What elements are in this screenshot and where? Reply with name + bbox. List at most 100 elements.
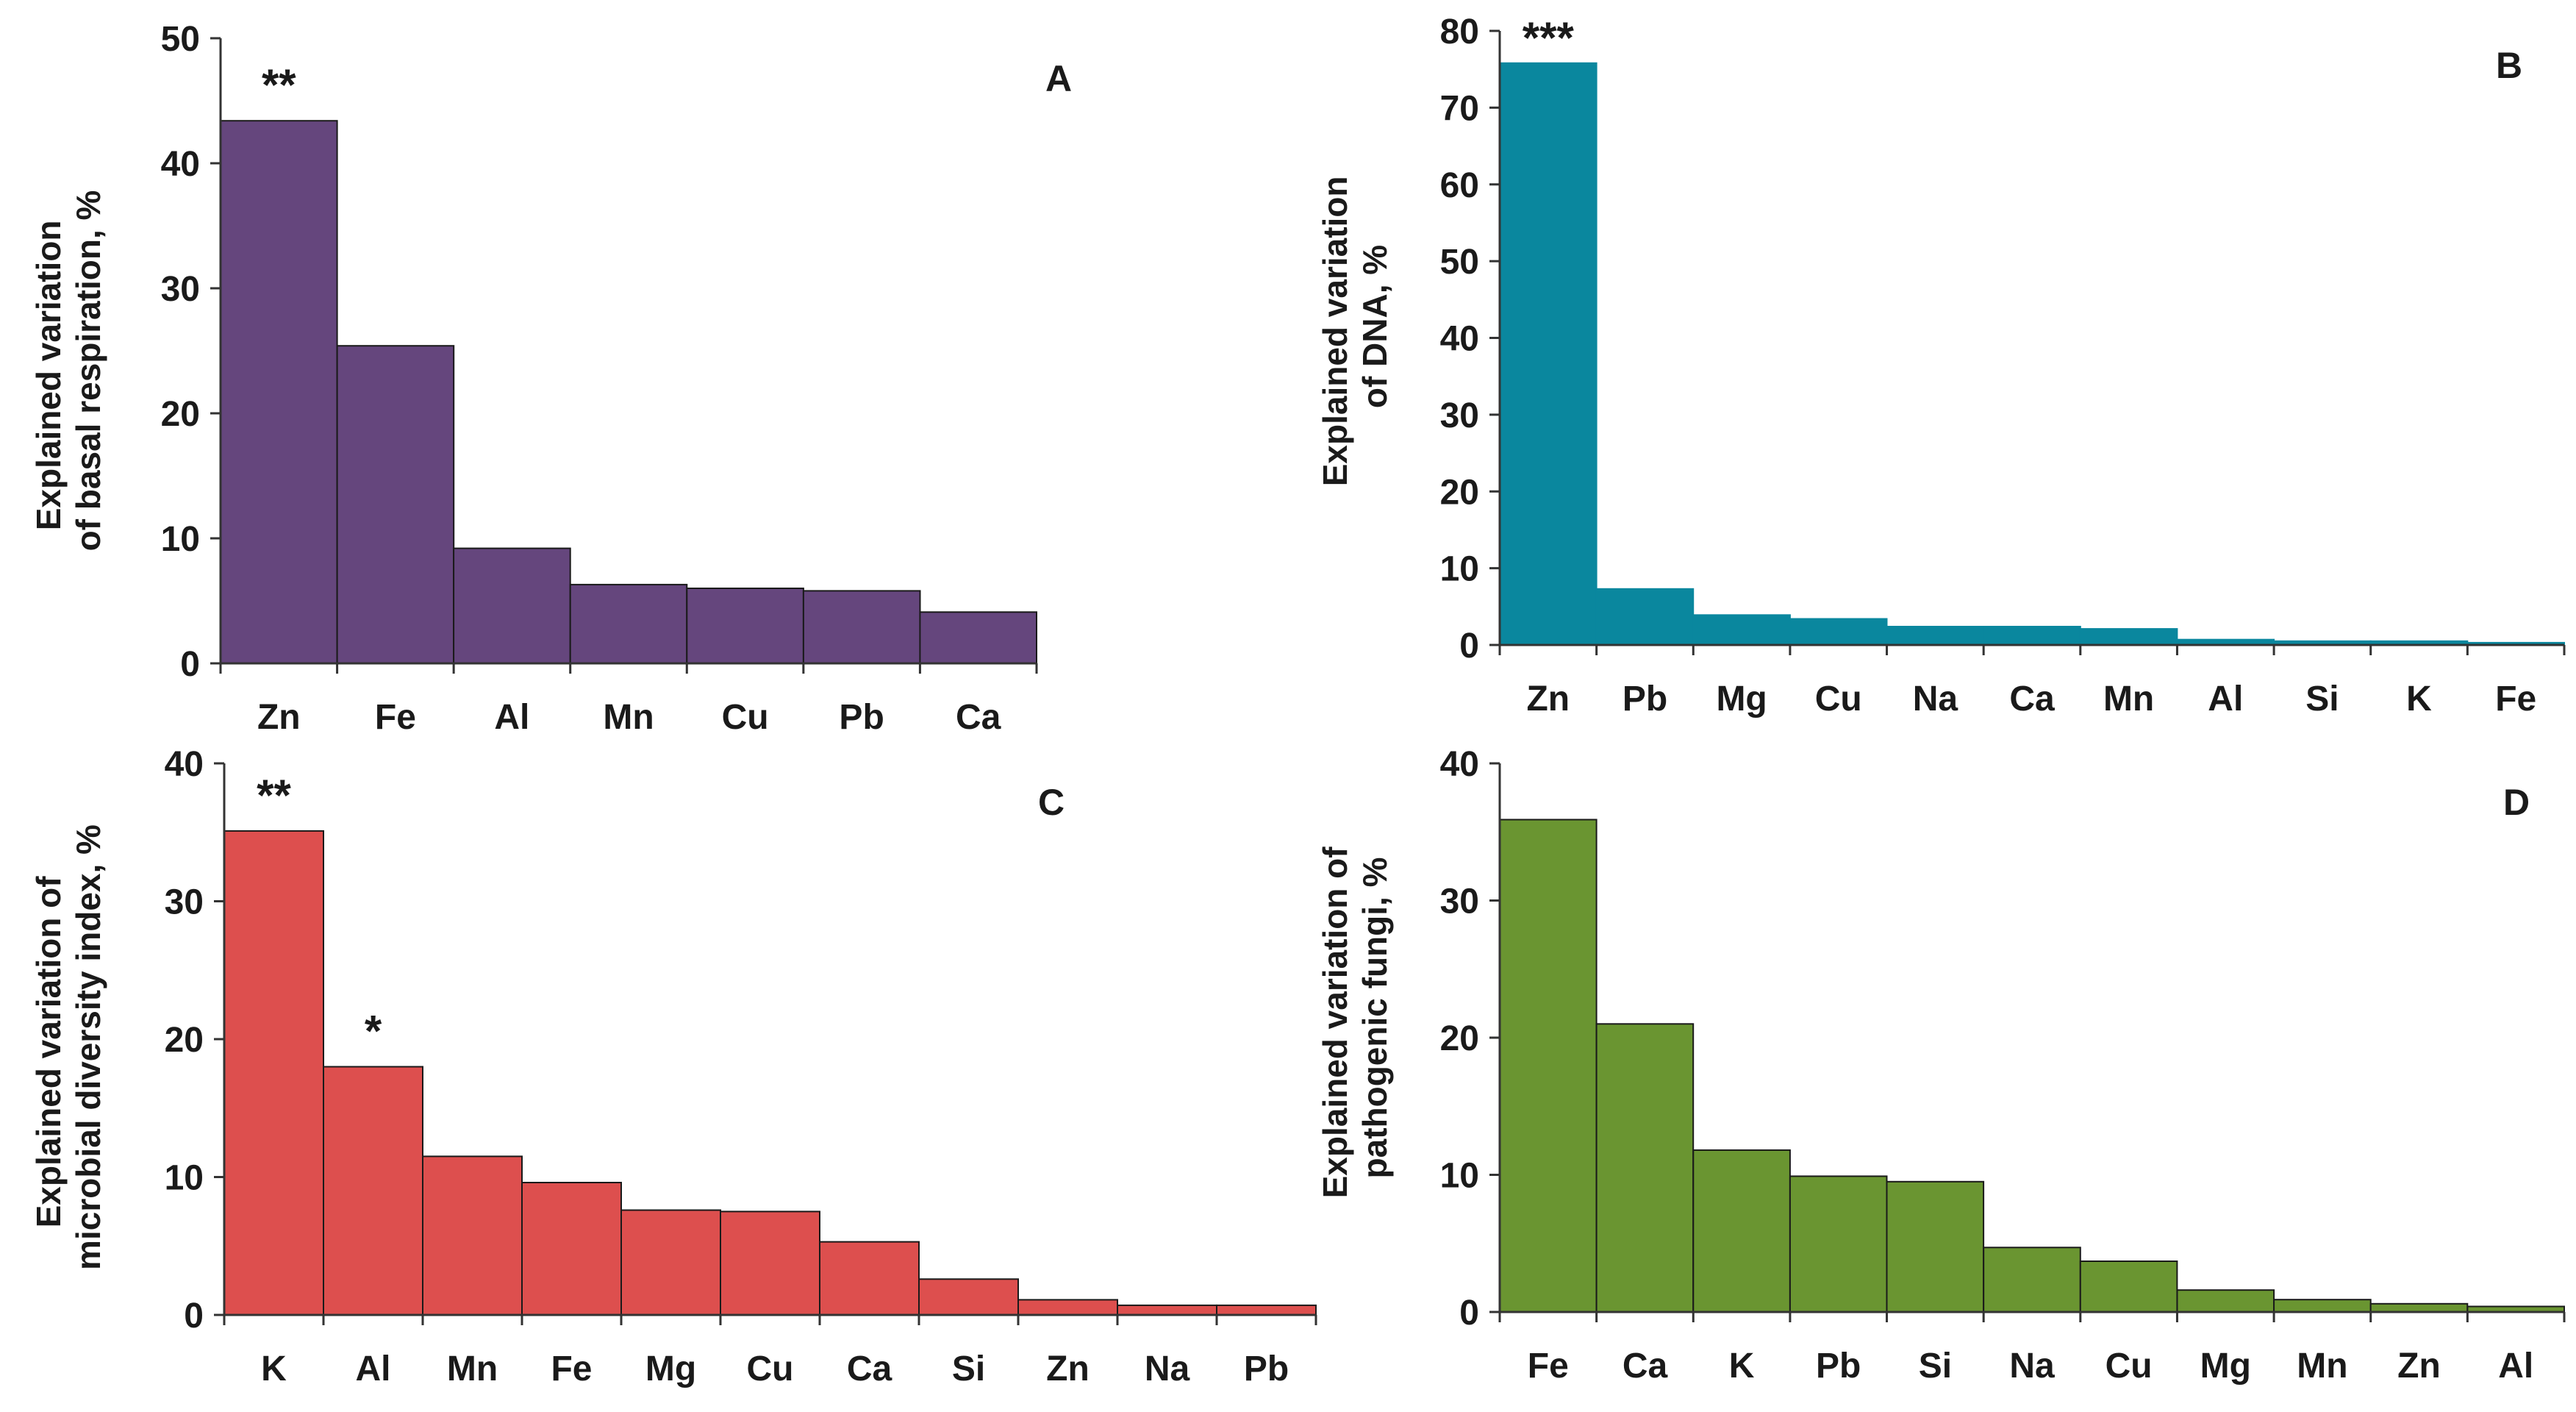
panel-c-xtick-label: K	[261, 1349, 287, 1388]
panel-d-bar-ca	[1595, 1023, 1695, 1313]
panel-c-ytick-label: 0	[184, 1297, 204, 1336]
panel-c-xtick-label: Cu	[747, 1349, 794, 1388]
panel-d-bar-k	[1692, 1149, 1791, 1313]
panel-b-ytick-label: 30	[1440, 396, 1479, 435]
panel-b-xtick-label: K	[2406, 680, 2432, 719]
panel-a-bar-mn	[569, 583, 688, 665]
panel-d-ylabel-line-1: Explained variation of	[1316, 846, 1354, 1199]
panel-a-xtick-label: Pb	[839, 698, 884, 737]
panel-a-xtick-label: Ca	[956, 698, 1001, 737]
panel-c-bar-mg	[620, 1209, 721, 1316]
panel-d-ylabel: Explained variation of pathogenic fungi,…	[1316, 838, 1394, 1199]
panel-d-bar-zn	[2369, 1302, 2469, 1313]
panel-a-significance-label: **	[262, 60, 296, 110]
panel-d-xtick-label: Al	[2498, 1347, 2533, 1386]
panel-a-letter: A	[1045, 58, 1072, 99]
panel-d-xtick-label: Fe	[1528, 1347, 1569, 1386]
panel-a-bar-zn	[220, 120, 338, 664]
panel-b-bar-mn	[2079, 628, 2178, 646]
panel-a-ylabel-line-2: of basal respiration, %	[69, 190, 107, 552]
panel-d-xtick-label: Si	[1919, 1347, 1952, 1386]
panel-b-xtick-label: Mg	[1716, 680, 1767, 719]
panel-a-ytick-label: 10	[161, 520, 200, 559]
panel-c-bar-ca	[819, 1241, 920, 1316]
panel-b-letter: B	[2496, 45, 2522, 86]
panel-b-bar-mg	[1692, 614, 1791, 646]
panel-b: Explained variation of DNA, % B 0 10 20 30 4…	[1316, 13, 2566, 719]
panel-b-bar-zn	[1499, 62, 1598, 646]
panel-b-xtick-label: Fe	[2495, 680, 2536, 719]
panel-c-ytick-label: 40	[165, 745, 204, 784]
panel-c-xtick-label: Mg	[645, 1349, 696, 1388]
panel-b-xtick-label: Cu	[1815, 680, 1862, 719]
panel-a-ytick-label: 50	[161, 20, 200, 59]
panel-c-xtick-label: Si	[952, 1349, 985, 1388]
panel-d-bar-mn	[2273, 1299, 2372, 1313]
panel-d-ytick-label: 0	[1459, 1294, 1479, 1333]
panel-c: Explained variation of microbial diversi…	[29, 745, 1317, 1388]
panel-b-ytick-label: 0	[1459, 627, 1479, 666]
panel-d: Explained variation of pathogenic fungi,…	[1316, 745, 2566, 1386]
panel-d-bar-na	[1983, 1247, 2081, 1313]
panel-b-ytick-label: 60	[1440, 166, 1479, 205]
panel-d-xtick-label: Cu	[2105, 1347, 2153, 1386]
panel-a-bar-fe	[336, 345, 455, 664]
panel-b-bar-ca	[1983, 626, 2081, 646]
panel-b-xtick-label: Pb	[1622, 680, 1667, 719]
panel-c-xtick-label: Zn	[1046, 1349, 1090, 1388]
panel-b-xtick-label: Zn	[1526, 680, 1570, 719]
panel-a-ytick-label: 20	[161, 395, 200, 434]
panel-c-bar-fe	[521, 1182, 622, 1316]
panel-d-bar-cu	[2079, 1261, 2178, 1313]
panel-c-bar-k	[223, 830, 324, 1316]
panel-d-ytick-label: 10	[1440, 1157, 1479, 1196]
panel-c-bar-pb	[1216, 1304, 1317, 1316]
panel-c-letter: C	[1038, 782, 1065, 823]
panel-b-ytick-label: 40	[1440, 320, 1479, 359]
panel-c-bar-mn	[422, 1155, 523, 1316]
panel-d-bar-mg	[2176, 1289, 2275, 1313]
panel-b-ytick-label: 50	[1440, 243, 1479, 282]
panel-d-xtick-label: Zn	[2397, 1347, 2441, 1386]
panel-c-ytick-label: 30	[165, 883, 204, 922]
panel-c-bar-na	[1117, 1304, 1217, 1316]
panel-a-plot: 0 10 20 30 40 50 Zn Fe Al Mn Cu Pb Ca **	[161, 20, 1038, 737]
panel-d-plot: 0 10 20 30 40 Fe Ca K Pb Si Na Cu Mg Mn Zn Al	[1440, 745, 2566, 1386]
panel-b-bar-na	[1886, 626, 1985, 646]
panel-d-bar-fe	[1499, 819, 1598, 1313]
panel-b-ytick-label: 10	[1440, 550, 1479, 589]
panel-c-xtick-label: Mn	[447, 1349, 498, 1388]
panel-b-xtick-label: Na	[1913, 680, 1958, 719]
panel-a-xtick-label: Mn	[603, 698, 654, 737]
panel-c-ylabel: Explained variation of microbial diversi…	[29, 824, 107, 1270]
panel-c-xtick-label: Ca	[847, 1349, 892, 1388]
panel-a-bar-cu	[686, 588, 804, 664]
panel-c-ytick-label: 20	[165, 1021, 204, 1060]
panel-d-xtick-label: Mg	[2200, 1347, 2251, 1386]
panel-d-ytick-label: 40	[1440, 745, 1479, 784]
panel-d-letter: D	[2503, 782, 2530, 823]
panel-c-bar-si	[918, 1278, 1019, 1316]
panel-c-significance-label: **	[257, 771, 291, 820]
panel-a-ylabel: Explained variation of basal respiration…	[29, 190, 107, 552]
panel-b-xtick-label: Mn	[2103, 680, 2154, 719]
panel-c-ylabel-line-1: Explained variation of	[29, 876, 68, 1228]
panel-c-xtick-label: Al	[356, 1349, 391, 1388]
panel-a-bar-pb	[802, 590, 921, 665]
panel-c-significance-label: *	[365, 1007, 382, 1056]
panel-d-xtick-label: Pb	[1816, 1347, 1861, 1386]
panel-d-ytick-label: 30	[1440, 883, 1479, 921]
panel-b-significance-label: ***	[1523, 13, 1575, 63]
panel-b-ytick-label: 20	[1440, 473, 1479, 512]
panel-a: Explained variation of basal respiration…	[29, 20, 1072, 737]
panel-a-xtick-label: Al	[494, 698, 529, 737]
panel-b-ylabel: Explained variation of DNA, %	[1316, 167, 1394, 487]
panel-b-ytick-label: 70	[1440, 89, 1479, 128]
panel-b-plot: 0 10 20 30 40 50 60 70 80 Zn Pb Mg Cu Na Ca Mn Al Si K Fe **…	[1440, 13, 2566, 719]
panel-a-ytick-label: 40	[161, 145, 200, 184]
panel-d-ylabel-line-2: pathogenic fungi, %	[1356, 857, 1394, 1179]
panel-a-ylabel-line-1: Explained variation	[29, 220, 68, 530]
panel-d-xtick-label: Na	[2009, 1347, 2055, 1386]
